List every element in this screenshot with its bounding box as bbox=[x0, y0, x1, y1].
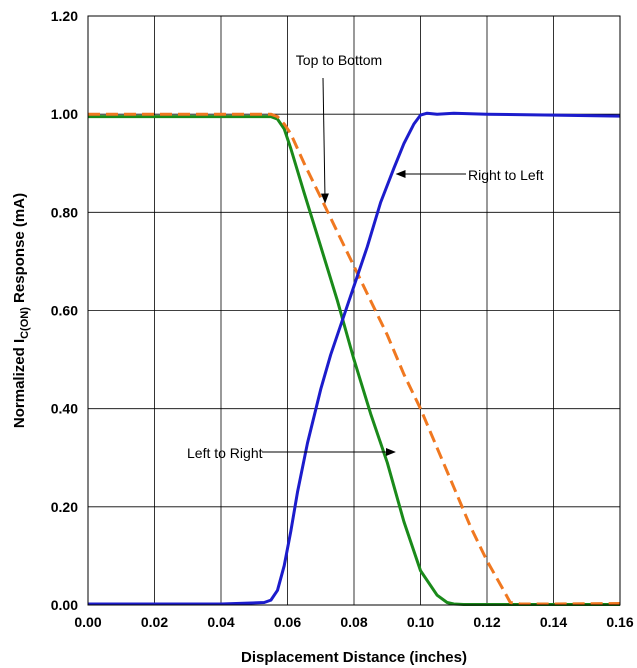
grid-lines bbox=[87, 15, 621, 606]
x-tick-label: 0.14 bbox=[540, 614, 567, 630]
x-tick-label: 0.16 bbox=[606, 614, 633, 630]
tick-labels: 0.00 0.02 0.04 0.06 0.08 0.10 0.12 0.14 0.16 0.00… bbox=[51, 8, 634, 630]
y-axis-title-subscript: C(ON) bbox=[19, 307, 31, 339]
x-tick-label: 0.10 bbox=[407, 614, 434, 630]
series-line-right-to-left bbox=[88, 111, 621, 606]
x-tick-label: 0.02 bbox=[141, 614, 168, 630]
y-axis-title: Normalized IC(ON) Response (mA) bbox=[11, 193, 31, 428]
y-tick-label: 1.20 bbox=[51, 8, 78, 24]
x-axis-title: Displacement Distance (inches) bbox=[241, 649, 467, 666]
annotations: Top to Bottom Right to Left Left to Right bbox=[187, 52, 544, 461]
y-tick-label: 1.00 bbox=[51, 106, 78, 122]
series-line-left-to-right bbox=[88, 115, 620, 606]
series-line-top-to-bottom bbox=[88, 112, 621, 606]
annotation-label: Left to Right bbox=[187, 445, 263, 461]
y-tick-label: 0.40 bbox=[51, 401, 78, 417]
y-axis-title-prefix: Normalized I bbox=[11, 339, 28, 428]
x-tick-label: 0.06 bbox=[274, 614, 301, 630]
plot-area-border bbox=[87, 15, 621, 606]
x-tick-label: 0.08 bbox=[340, 614, 367, 630]
annotation-label: Right to Left bbox=[468, 167, 544, 183]
series-lines bbox=[88, 111, 621, 606]
y-tick-label: 0.60 bbox=[51, 303, 78, 319]
y-axis-title-suffix: Response (mA) bbox=[11, 193, 28, 307]
y-tick-label: 0.20 bbox=[51, 499, 78, 515]
y-tick-label: 0.80 bbox=[51, 204, 78, 220]
x-tick-label: 0.12 bbox=[473, 614, 500, 630]
y-tick-label: 0.00 bbox=[51, 597, 78, 613]
annotation-label: Top to Bottom bbox=[296, 52, 382, 68]
x-tick-label: 0.04 bbox=[207, 614, 234, 630]
annotation-arrow bbox=[320, 77, 329, 204]
x-tick-label: 0.00 bbox=[74, 614, 101, 630]
